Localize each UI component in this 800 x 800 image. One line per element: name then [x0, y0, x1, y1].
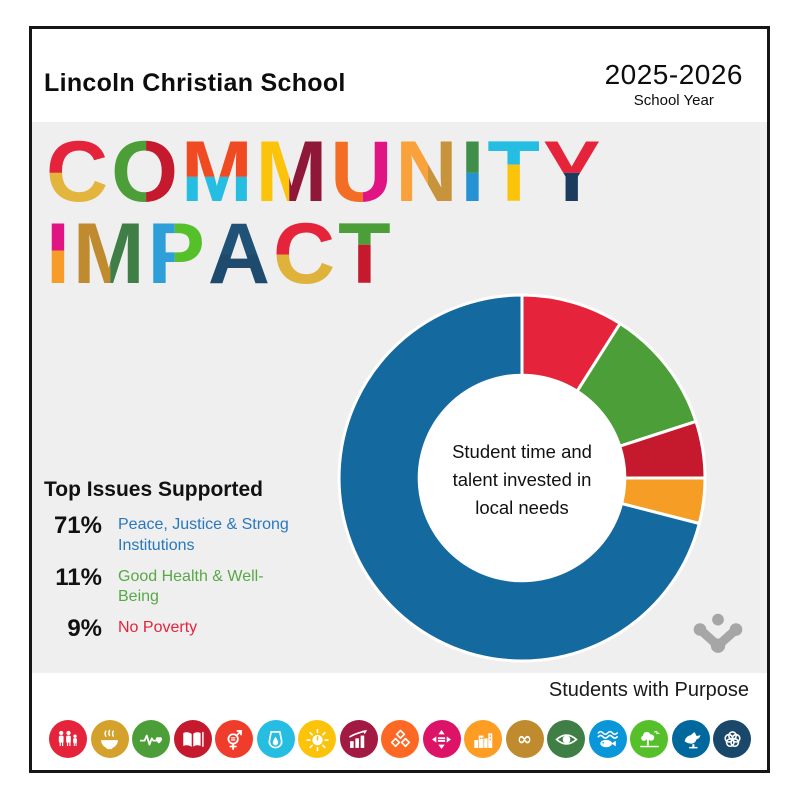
legend-label: Peace, Justice & Strong Institutions [118, 516, 289, 554]
sdg-life-below-water-icon [588, 720, 627, 758]
svg-text:∞: ∞ [517, 729, 532, 750]
sdg-peace-justice-icon [671, 720, 710, 758]
legend-heading: Top Issues Supported [44, 478, 263, 501]
legend-pct: 11% [55, 563, 102, 591]
school-year-block: 2025-2026 School Year [605, 59, 743, 109]
top-issues-legend: Top Issues Supported 71% Peace, Justice … [44, 478, 314, 662]
donut-hole [417, 373, 627, 583]
sdg-no-poverty-icon [49, 720, 87, 758]
footer: Students with Purpose ∞ [32, 673, 767, 770]
legend-label: No Poverty [118, 619, 198, 637]
school-year-caption: School Year [633, 91, 714, 109]
sdg-industry-innovation-icon [381, 720, 419, 758]
sdg-clean-water-and-sanitation-icon [256, 720, 295, 758]
sdg-climate-action-icon [547, 720, 585, 758]
students-with-purpose-logo [693, 613, 743, 653]
sdg-gender-equality-icon [215, 720, 253, 758]
tagline: Students with Purpose [548, 679, 749, 701]
sdg-partnerships-icon [713, 720, 751, 758]
sdg-good-health-and-well-being-icon [132, 720, 170, 758]
sdg-responsible-consumption-icon: ∞ [505, 720, 544, 758]
school-year: 2025-2026 [604, 58, 743, 90]
sdg-quality-education-icon [173, 720, 212, 758]
legend-row: 71% Peace, Justice & Strong Institutions [44, 512, 314, 557]
school-name: Lincoln Christian School [44, 69, 346, 97]
sdg-reduced-inequalities-icon [422, 720, 461, 758]
sdg-icon-row: ∞ [49, 720, 751, 758]
legend-row: 11% Good Health & Well-Being [44, 564, 314, 609]
sdg-decent-work-and-economic-growth-icon [339, 720, 378, 758]
poster-frame: Lincoln Christian School 2025-2026 Schoo… [29, 26, 770, 773]
legend-label: Good Health & Well-Being [118, 567, 264, 606]
sdg-life-on-land-icon [630, 720, 668, 758]
sdg-zero-hunger-icon [90, 720, 129, 758]
donut-center-label: Student time and talent invested in local … [452, 441, 592, 518]
legend-pct: 71% [53, 512, 102, 539]
legend-row: 9% No Poverty [44, 615, 314, 655]
legend-pct: 9% [67, 615, 102, 643]
sdg-affordable-and-clean-energy-icon [298, 720, 336, 758]
donut-chart [330, 286, 714, 670]
sdg-sustainable-cities-icon [464, 720, 502, 758]
header: Lincoln Christian School 2025-2026 Schoo… [32, 29, 767, 122]
